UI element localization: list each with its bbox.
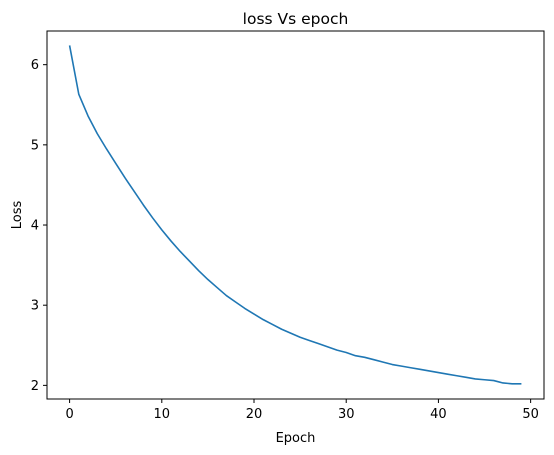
axis-ticks: 0 10 20 30 40 50 2 3 4 5 6 bbox=[31, 58, 539, 422]
axes-frame bbox=[46, 30, 545, 400]
y-tick-label: 4 bbox=[31, 219, 39, 234]
x-tick-label: 20 bbox=[246, 407, 263, 422]
series-line-0 bbox=[68, 45, 522, 385]
chart-title: loss Vs epoch bbox=[243, 10, 349, 28]
plot-area bbox=[68, 45, 522, 385]
x-axis-label: Epoch bbox=[276, 431, 316, 446]
x-tick-label: 50 bbox=[522, 407, 539, 422]
y-tick-label: 3 bbox=[31, 299, 39, 314]
x-tick-label: 10 bbox=[154, 407, 171, 422]
y-axis-label: Loss bbox=[10, 201, 25, 230]
y-tick-label: 2 bbox=[31, 379, 39, 394]
x-tick-label: 30 bbox=[338, 407, 355, 422]
x-tick-label: 40 bbox=[430, 407, 447, 422]
y-tick-label: 6 bbox=[31, 58, 39, 73]
y-tick-label: 5 bbox=[31, 138, 39, 153]
x-tick-label: 0 bbox=[65, 407, 73, 422]
